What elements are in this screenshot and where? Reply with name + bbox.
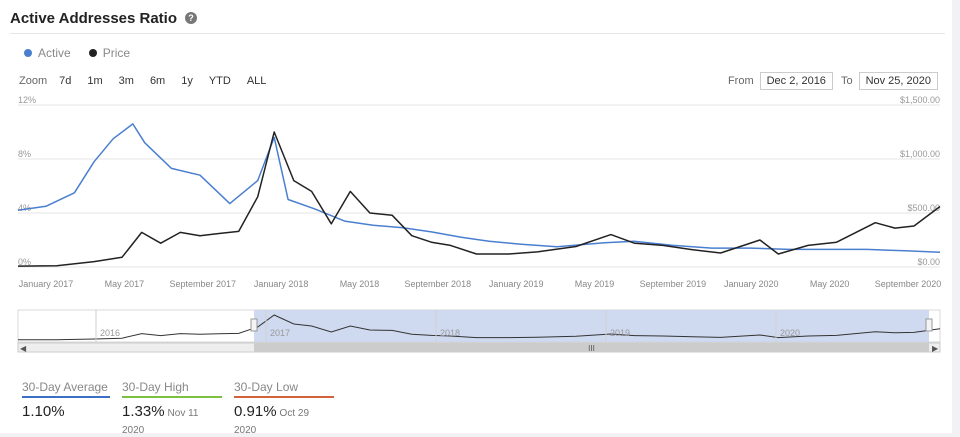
x-tick-label: September 2020 [875,279,942,289]
navigator-line [18,314,941,341]
y-right-tick-label: $1,500.00 [900,95,940,105]
zoom-ytd-button[interactable]: YTD [208,75,231,87]
price-legend-dot-icon [88,49,97,57]
legend-item-active[interactable]: Active [24,46,71,60]
navigator-year-label: 2016 [100,328,120,338]
zoom-3m-button[interactable]: 3m [118,75,134,87]
y-left-tick-label: 0% [18,257,31,267]
zoom-6m-button[interactable]: 6m [149,75,166,87]
x-tick-label: September 2017 [169,279,236,289]
scrollbar-grip-icon: III [588,344,595,353]
x-tick-label: January 2019 [489,279,544,289]
y-right-tick-label: $500.00 [907,203,940,213]
navigator-left-handle [250,318,258,332]
stat-value: 1.10% [22,403,65,420]
navigator-year-label: 2018 [440,328,460,338]
from-label: From [727,75,754,87]
x-tick-label: January 2018 [254,279,309,289]
stats-row: 30-Day Average 1.10% 30-Day High 1.33% No… [22,380,334,437]
stat-underline [234,396,334,398]
scrollbar-thumb [254,343,929,352]
x-tick-label: September 2019 [640,279,707,289]
header: Active Addresses Ratio ? [10,8,198,28]
stat-high: 30-Day High 1.33% Nov 11 2020 [122,380,222,437]
help-icon[interactable]: ? [185,12,198,24]
x-tick-label: May 2020 [810,279,850,289]
divider [10,33,945,34]
stat-date: Oct 29 2020 [234,408,310,436]
scroll-right-arrow-icon: ▶ [932,344,939,353]
y-left-tick-label: 8% [18,149,31,159]
x-tick-label: January 2020 [724,279,779,289]
navigator-year-label: 2019 [610,328,630,338]
legend-label: Active [38,46,71,60]
x-tick-label: May 2019 [575,279,615,289]
chart-svg: 0% 4% 8% 12% $0.00 $500.00 $1,000.00 $1,500.00 J… [17,95,942,353]
stat-title: 30-Day High [122,380,189,394]
stat-value: 0.91% [234,403,277,420]
x-tick-label: January 2017 [19,279,74,289]
x-tick-label: May 2017 [105,279,145,289]
x-tick-label: September 2018 [405,279,472,289]
stat-title: 30-Day Low [234,380,299,394]
date-range: From Dec 2, 2016 To Nov 25, 2020 [728,72,938,90]
zoom-1y-button[interactable]: 1y [181,75,193,87]
to-date-input[interactable]: Nov 25, 2020 [858,72,938,90]
legend: Active Price [24,46,130,60]
zoom-all-button[interactable]: ALL [246,75,267,87]
zoom-label: Zoom [19,75,48,87]
y-left-tick-label: 4% [18,203,31,213]
page-title: Active Addresses Ratio [10,9,178,27]
navigator-year-label: 2017 [270,328,290,338]
y-right-tick-label: $0.00 [917,257,940,267]
navigator-selection [254,310,929,342]
y-left-tick-label: 12% [18,95,36,105]
from-date-input[interactable]: Dec 2, 2016 [759,72,833,90]
zoom-1m-button[interactable]: 1m [87,75,103,87]
series-line-price [17,131,941,267]
navigator-right-handle [925,318,933,332]
stat-date: Nov 11 2020 [122,408,199,436]
stat-average: 30-Day Average 1.10% [22,380,110,437]
series-line-active [17,123,941,253]
y-right-tick-label: $1,000.00 [900,149,940,159]
stat-low: 30-Day Low 0.91% Oct 29 2020 [234,380,334,437]
legend-item-price[interactable]: Price [88,46,131,60]
scroll-left-arrow-icon: ◀ [20,344,27,353]
legend-label: Price [102,46,131,60]
stat-title: 30-Day Average [22,380,108,394]
stat-value: 1.33% [122,403,165,420]
to-label: To [840,75,853,87]
active-legend-dot-icon [24,49,32,57]
navigator-year-label: 2020 [780,328,800,338]
stat-underline [122,396,222,398]
zoom-bar: Zoom 7d 1m 3m 6m 1y YTD ALL [19,73,276,89]
stat-underline [22,396,110,398]
zoom-7d-button[interactable]: 7d [59,75,72,87]
x-tick-label: May 2018 [340,279,380,289]
